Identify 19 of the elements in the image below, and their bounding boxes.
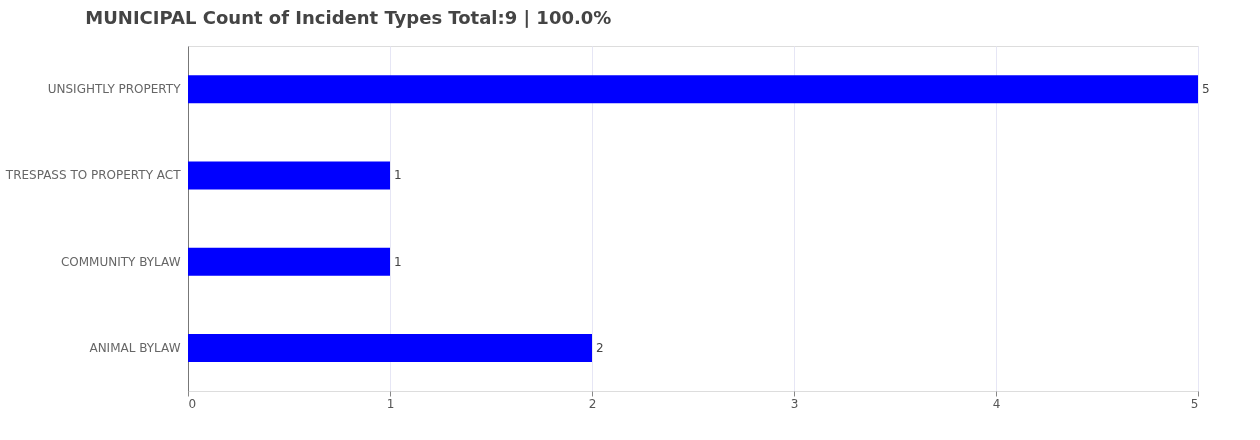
x-tick-label: 2: [588, 396, 597, 411]
y-tick-label: COMMUNITY BYLAW: [60, 254, 181, 269]
x-tick-label: 1: [386, 396, 395, 411]
data-label: 1: [394, 254, 402, 269]
x-tick-label: 5: [1190, 396, 1199, 411]
y-tick-label: ANIMAL BYLAW: [89, 340, 181, 355]
x-tick-label: 4: [992, 396, 1001, 411]
x-tick-label: 0: [188, 396, 197, 411]
data-label: 2: [596, 340, 604, 355]
data-label: 1: [394, 168, 402, 183]
bar: [188, 161, 390, 190]
bar: [188, 75, 1198, 104]
y-tick-label: TRESPASS TO PROPERTY ACT: [4, 168, 182, 183]
y-tick-label: UNSIGHTLY PROPERTY: [47, 82, 182, 97]
chart-title: MUNICIPAL Count of Incident Types Total:9 | 100.0%: [85, 7, 612, 28]
bar: [188, 333, 592, 362]
data-label: 5: [1202, 82, 1210, 97]
bar: [188, 247, 390, 276]
x-tick-label: 3: [790, 396, 799, 411]
